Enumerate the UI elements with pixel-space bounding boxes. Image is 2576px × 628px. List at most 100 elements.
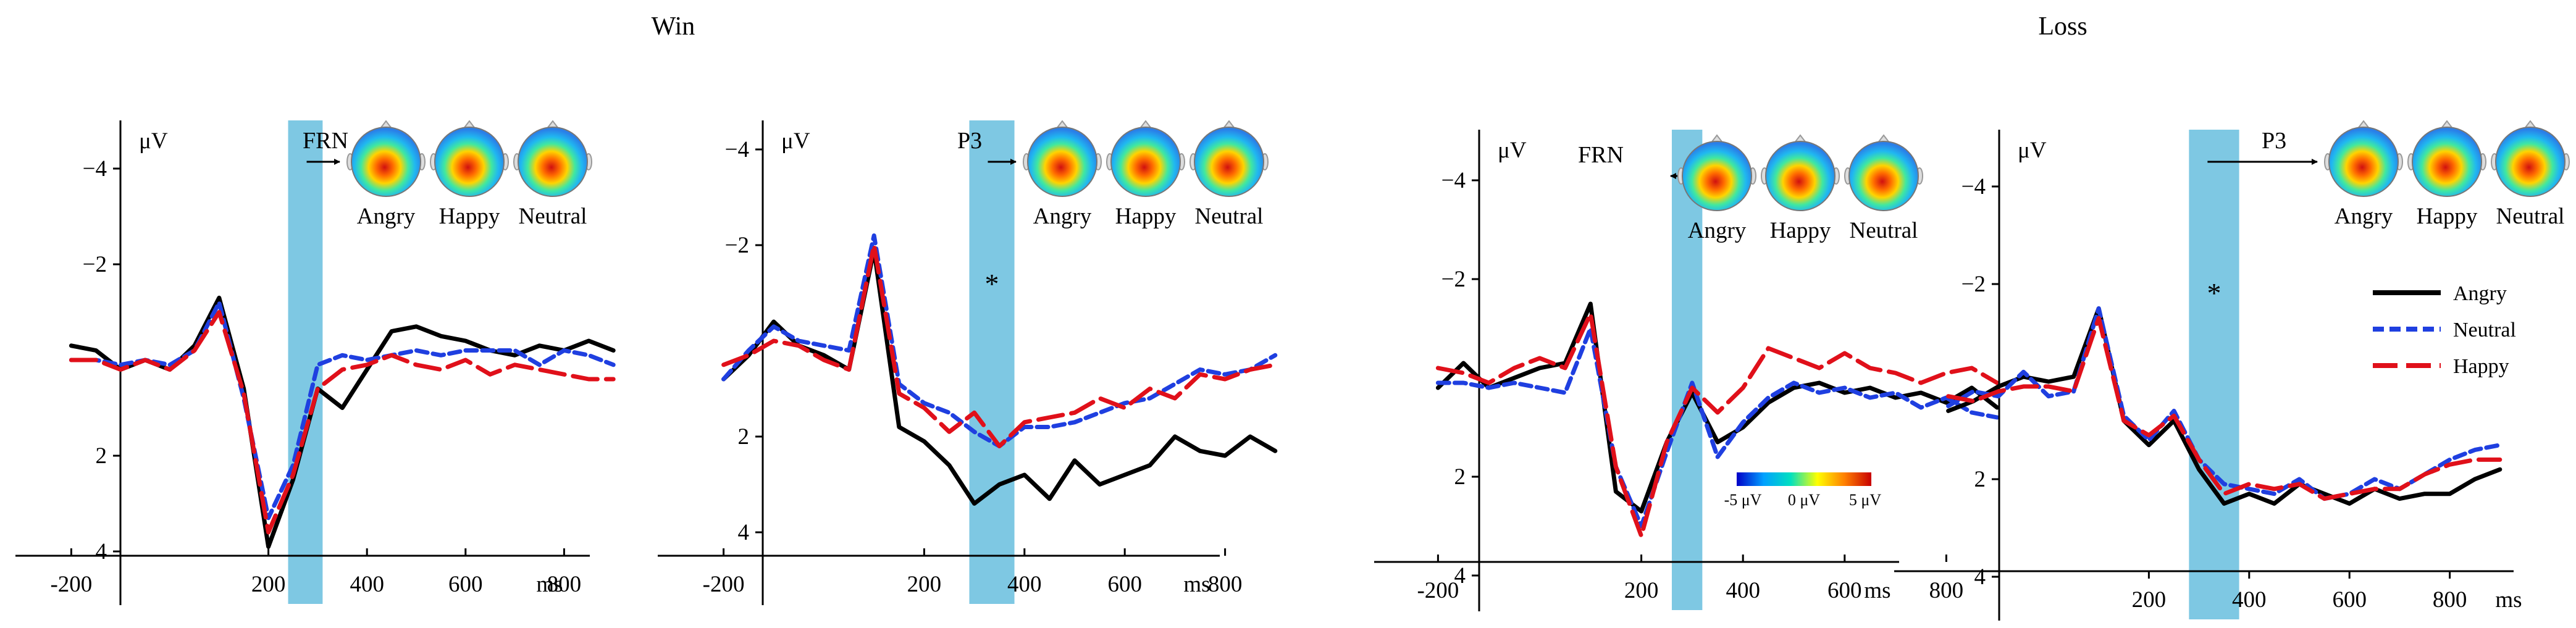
x-tick-label: 400 [350, 572, 384, 597]
topomap-label: Happy [1770, 218, 1831, 243]
topomap-happy: Happy [1106, 120, 1185, 229]
series-neutral [69, 300, 616, 521]
x-tick-label: 600 [448, 572, 483, 597]
topomap-label: Angry [357, 204, 416, 229]
topomap-head [2328, 127, 2399, 197]
x-tick-label: 800 [547, 572, 582, 597]
win-title: Win [652, 12, 695, 41]
x-tick-label: 400 [2232, 587, 2267, 613]
legend-label-happy: Happy [2453, 355, 2509, 378]
y-tick-label: 4 [738, 520, 750, 545]
y-tick-label: −4 [1961, 174, 1986, 199]
x-tick-label: 400 [1007, 572, 1042, 597]
y-tick-label: −2 [725, 233, 749, 258]
y-tick-label: −2 [83, 252, 107, 277]
component-label: FRN [1578, 142, 1624, 168]
y-unit-label: μV [1498, 138, 1527, 163]
colorbar: -5 μV 0 μV 5 μV [1724, 472, 1881, 509]
topomap-label: Angry [1033, 204, 1092, 229]
topomap-angry: Angry [1677, 134, 1756, 243]
y-tick-label: −4 [1441, 168, 1466, 193]
topomap-head [1848, 141, 1919, 211]
x-unit-label: ms [536, 572, 563, 597]
roi-window [1671, 130, 1703, 610]
y-tick-label: 4 [1974, 564, 1986, 590]
colorbar-gradient [1737, 472, 1871, 486]
y-tick-label: 2 [96, 443, 107, 469]
significance-star: * [985, 268, 999, 299]
y-tick-label: −2 [1961, 272, 1986, 297]
loss-title: Loss [2038, 12, 2087, 41]
topomap-head [1194, 127, 1264, 197]
topomap-label: Happy [439, 204, 500, 229]
y-unit-label: μV [2018, 138, 2047, 163]
topomap-neutral: Neutral [1189, 120, 1269, 229]
y-tick-label: −4 [725, 137, 749, 162]
x-unit-label: ms [2495, 587, 2522, 613]
topomap-label: Neutral [2496, 204, 2565, 229]
x-unit-label: ms [1864, 578, 1890, 603]
roi-window [969, 120, 1015, 604]
x-tick-label: -200 [1417, 578, 1459, 603]
x-tick-label: 800 [1208, 572, 1243, 597]
topomap-head [434, 127, 505, 197]
x-tick-label: 200 [1624, 578, 1659, 603]
topomap-neutral: Neutral [2491, 120, 2570, 229]
x-tick-label: -200 [703, 572, 745, 597]
component-label: FRN [303, 128, 348, 154]
topomap-head [2412, 127, 2482, 197]
colorbar-label-min: -5 μV [1724, 491, 1762, 509]
topomap-label: Neutral [519, 204, 587, 229]
series-angry [69, 295, 616, 549]
y-tick-label: −2 [1441, 267, 1466, 292]
colorbar-label-mid: 0 μV [1788, 491, 1820, 509]
roi-window [288, 120, 323, 604]
x-tick-label: -200 [50, 572, 92, 597]
topomap-head [1027, 127, 1097, 197]
topomap-happy: Happy [1761, 134, 1840, 243]
component-label: P3 [2262, 128, 2286, 154]
x-tick-label: 400 [1726, 578, 1760, 603]
series-angry [1946, 306, 2503, 506]
x-tick-label: 200 [907, 572, 942, 597]
y-tick-label: 2 [1974, 467, 1986, 492]
series-neutral [1435, 326, 2000, 529]
topomap-label: Neutral [1850, 218, 1918, 243]
x-tick-label: 200 [2132, 587, 2167, 613]
y-tick-label: 2 [738, 424, 750, 450]
legend-label-neutral: Neutral [2453, 319, 2516, 341]
series-happy [721, 243, 1278, 448]
colorbar-label-max: 5 μV [1849, 491, 1881, 509]
topomap-happy: Happy [430, 120, 509, 229]
series-angry [1435, 301, 2000, 514]
y-tick-label: 4 [1454, 563, 1466, 588]
y-tick-label: −4 [83, 156, 107, 182]
panel-loss-frn: −4 −2 2 4 μV -200 200 400 600 800 ms FRN Angry Happy N… [1374, 130, 2000, 611]
y-unit-label: μV [139, 128, 168, 154]
panel-loss-p3: −4 −2 2 4 μV 200 400 600 800 ms * P3 Angry Happy Neutr… [1894, 120, 2570, 621]
topomap-label: Angry [1688, 218, 1747, 243]
series-happy [1435, 311, 2000, 538]
x-unit-label: ms [1183, 572, 1210, 597]
series-happy [69, 310, 616, 535]
x-tick-label: 600 [1107, 572, 1142, 597]
topomap-angry: Angry [346, 120, 426, 229]
legend: Angry Neutral Happy [2373, 282, 2516, 378]
topomap-label: Angry [2335, 204, 2393, 229]
y-tick-label: 2 [1454, 464, 1466, 490]
topomap-angry: Angry [2324, 120, 2403, 229]
topomap-head [1765, 141, 1836, 211]
x-tick-label: 800 [2433, 587, 2467, 613]
x-tick-label: 600 [1827, 578, 1862, 603]
topomap-label: Neutral [1195, 204, 1264, 229]
y-tick-label: 4 [96, 539, 107, 564]
topomap-angry: Angry [1023, 120, 1102, 229]
legend-label-angry: Angry [2453, 282, 2507, 305]
topomap-head [1682, 141, 1752, 211]
topomap-label: Happy [1115, 204, 1177, 229]
significance-star: * [2207, 277, 2221, 309]
topomap-neutral: Neutral [513, 120, 592, 229]
